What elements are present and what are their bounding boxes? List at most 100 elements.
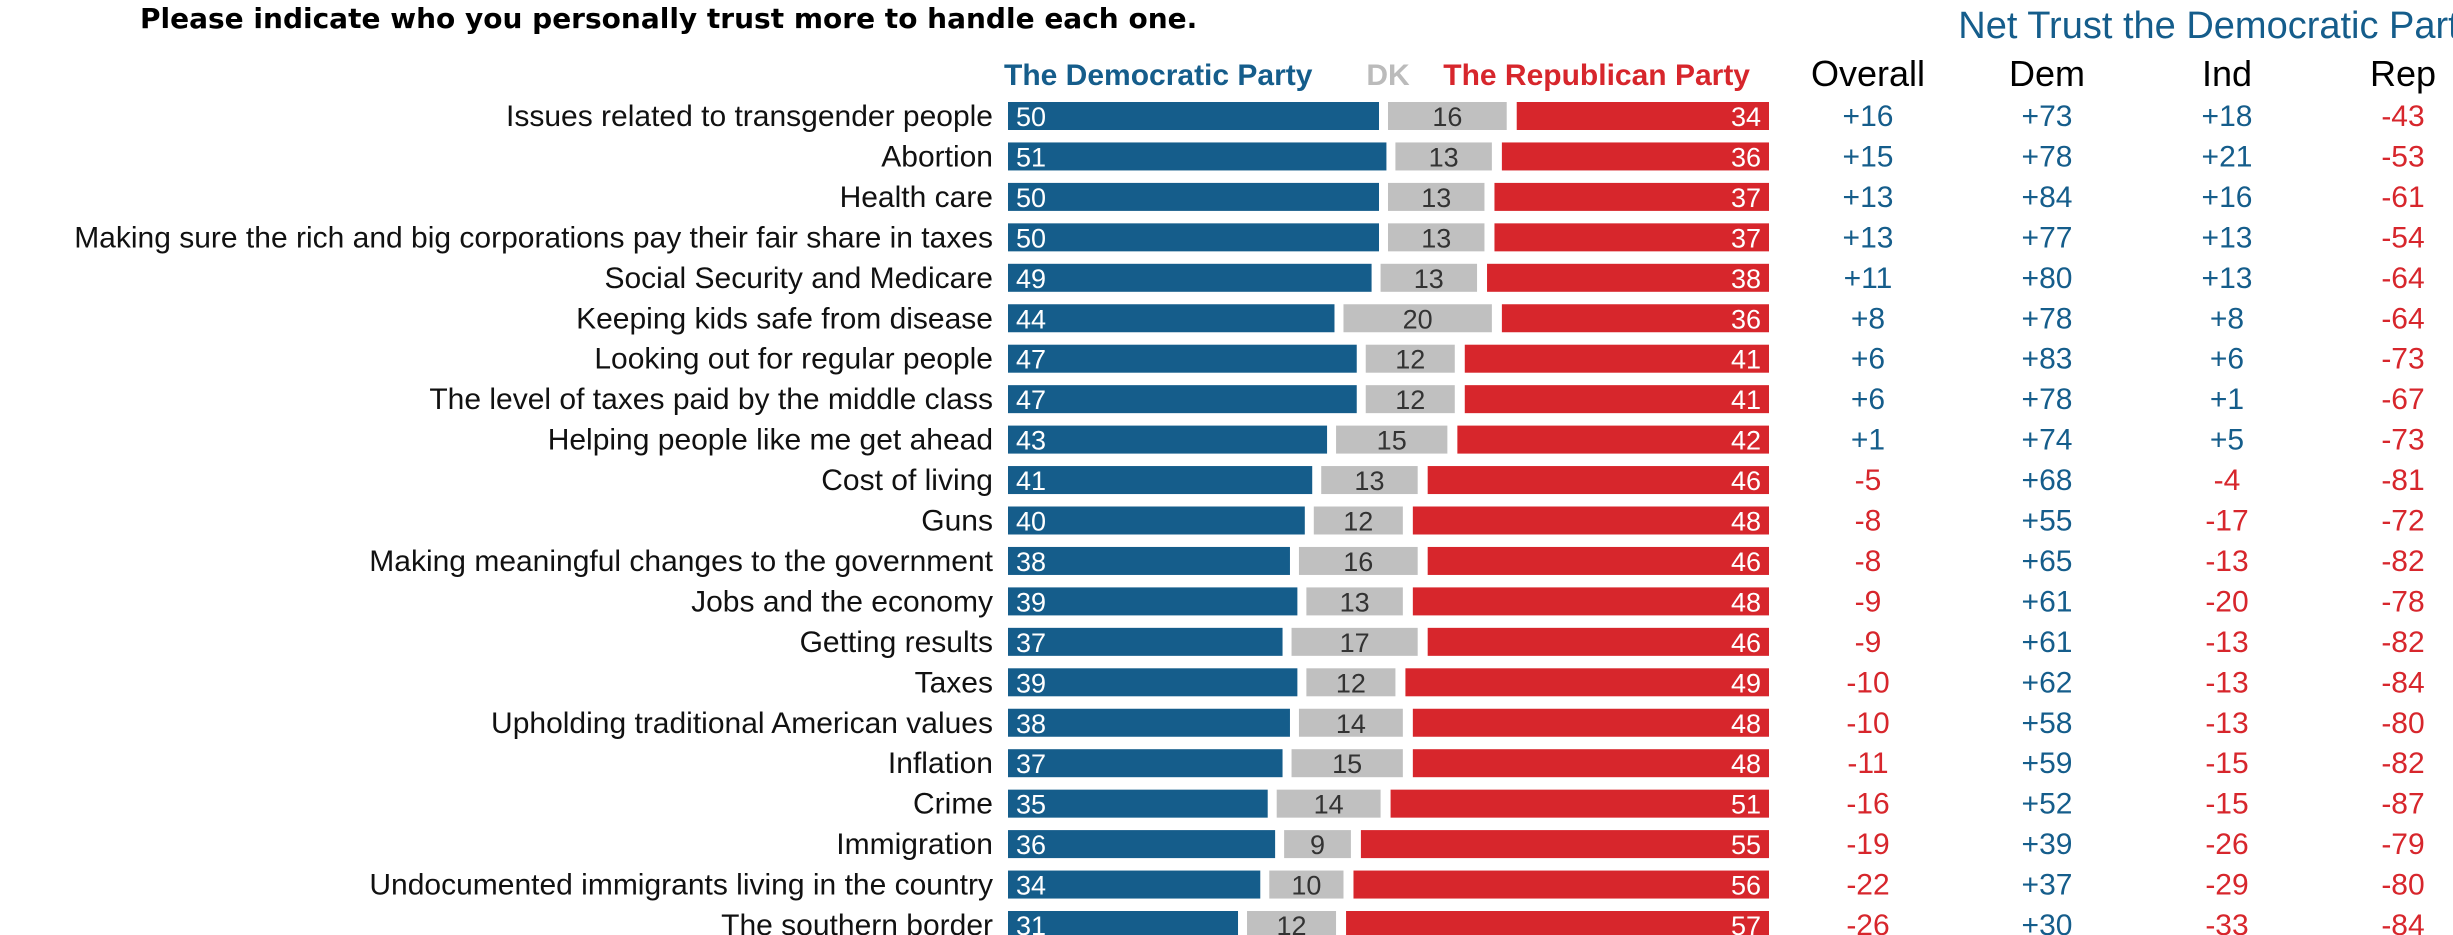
bar-dk xyxy=(1365,344,1455,373)
net-value-overall: +16 xyxy=(1843,100,1894,133)
bar-dk xyxy=(1388,102,1507,130)
net-value-ind: +13 xyxy=(2202,262,2253,295)
bar-label-republican: 41 xyxy=(1731,385,1761,415)
net-value-rep: -43 xyxy=(2381,100,2424,133)
net-value-rep: -61 xyxy=(2381,181,2424,214)
bar-dk xyxy=(1306,587,1403,616)
net-value-rep: -64 xyxy=(2381,302,2424,335)
net-value-dem: +78 xyxy=(2022,383,2073,416)
net-value-rep: -78 xyxy=(2381,585,2424,618)
net-value-rep: -53 xyxy=(2381,140,2424,173)
bar-label-democratic: 35 xyxy=(1016,790,1046,820)
net-value-rep: -73 xyxy=(2381,424,2424,457)
bar-label-democratic: 44 xyxy=(1016,304,1046,334)
bar-democratic xyxy=(1008,304,1335,333)
bar-label-dk: 12 xyxy=(1277,911,1307,935)
net-value-ind: +6 xyxy=(2210,343,2244,376)
net-value-dem: +61 xyxy=(2022,626,2073,659)
net-value-overall: +13 xyxy=(1843,181,1894,214)
bar-label-democratic: 49 xyxy=(1016,264,1046,294)
bar-democratic xyxy=(1008,425,1328,454)
bar-democratic xyxy=(1008,789,1268,818)
net-value-rep: -73 xyxy=(2381,343,2424,376)
net-value-rep: -80 xyxy=(2381,869,2424,902)
bar-democratic xyxy=(1008,102,1379,130)
bar-label-democratic: 43 xyxy=(1016,426,1046,456)
net-value-ind: -13 xyxy=(2205,707,2248,740)
bar-label-dk: 20 xyxy=(1403,304,1433,334)
bar-label-republican: 46 xyxy=(1731,547,1761,577)
bar-democratic xyxy=(1008,911,1239,935)
net-value-dem: +78 xyxy=(2022,140,2073,173)
bar-republican xyxy=(1405,668,1769,697)
chart-row: Social Security and Medicare 49 13 38 +11 +80… xyxy=(604,262,2424,295)
row-label: Inflation xyxy=(888,747,993,780)
chart-row: Jobs and the economy 39 13 48 -9 +61 -20 -78 xyxy=(691,585,2425,618)
chart-rows: Issues related to transgender people 50 16… xyxy=(74,100,2425,935)
bar-label-republican: 51 xyxy=(1731,790,1761,820)
bar-label-dk: 13 xyxy=(1354,466,1384,496)
bar-republican xyxy=(1516,102,1769,130)
bar-label-republican: 38 xyxy=(1731,264,1761,294)
bar-label-republican: 57 xyxy=(1731,911,1761,935)
legend-republican: The Republican Party xyxy=(1443,59,1750,92)
net-value-overall: +6 xyxy=(1851,343,1885,376)
bar-republican xyxy=(1457,425,1769,454)
bar-label-republican: 41 xyxy=(1731,345,1761,375)
bar-dk xyxy=(1395,142,1492,171)
bar-republican xyxy=(1427,546,1769,575)
bar-label-dk: 12 xyxy=(1343,507,1373,537)
net-value-dem: +84 xyxy=(2022,181,2073,214)
row-label: Jobs and the economy xyxy=(691,585,993,618)
bar-label-dk: 9 xyxy=(1310,830,1325,860)
net-value-overall: -9 xyxy=(1855,585,1882,618)
net-value-ind: -13 xyxy=(2205,545,2248,578)
net-value-ind: +18 xyxy=(2202,100,2253,133)
bar-republican xyxy=(1346,911,1769,935)
net-value-overall: -10 xyxy=(1846,666,1889,699)
bar-label-democratic: 50 xyxy=(1016,223,1046,253)
bar-democratic xyxy=(1008,708,1290,737)
bar-democratic xyxy=(1008,749,1283,778)
net-value-overall: -22 xyxy=(1846,869,1889,902)
net-value-ind: -13 xyxy=(2205,666,2248,699)
bar-label-dk: 15 xyxy=(1332,749,1362,779)
bar-label-dk: 12 xyxy=(1395,385,1425,415)
net-value-dem: +74 xyxy=(2022,424,2073,457)
question-text: Please indicate who you personally trust… xyxy=(140,2,1197,35)
col-header-rep: Rep xyxy=(2370,53,2436,94)
bar-dk xyxy=(1343,304,1492,333)
net-value-overall: +6 xyxy=(1851,383,1885,416)
bar-dk xyxy=(1313,506,1403,535)
net-value-dem: +83 xyxy=(2022,343,2073,376)
bar-label-democratic: 38 xyxy=(1016,547,1046,577)
net-value-dem: +77 xyxy=(2022,221,2073,254)
net-value-dem: +30 xyxy=(2022,909,2073,935)
bar-label-republican: 37 xyxy=(1731,183,1761,213)
bar-republican xyxy=(1427,627,1769,656)
net-value-ind: +16 xyxy=(2202,181,2253,214)
bar-label-democratic: 50 xyxy=(1016,183,1046,213)
bar-label-dk: 13 xyxy=(1414,264,1444,294)
bar-label-dk: 15 xyxy=(1377,426,1407,456)
col-header-overall: Overall xyxy=(1811,53,1925,94)
bar-label-republican: 34 xyxy=(1731,102,1761,132)
row-label: Undocumented immigrants living in the co… xyxy=(369,869,993,902)
chart-row: Taxes 39 12 49 -10 +62 -13 -84 xyxy=(915,666,2425,699)
bar-label-democratic: 36 xyxy=(1016,830,1046,860)
net-value-ind: -33 xyxy=(2205,909,2248,935)
chart-row: Cost of living 41 13 46 -5 +68 -4 -81 xyxy=(821,464,2424,497)
bar-label-democratic: 50 xyxy=(1016,102,1046,132)
bar-republican xyxy=(1412,506,1769,535)
net-value-rep: -54 xyxy=(2381,221,2424,254)
bar-label-dk: 12 xyxy=(1336,668,1366,698)
bar-label-democratic: 47 xyxy=(1016,345,1046,375)
net-value-ind: +5 xyxy=(2210,424,2244,457)
net-value-ind: -13 xyxy=(2205,626,2248,659)
row-label: Crime xyxy=(913,788,993,821)
chart-row: Making meaningful changes to the governm… xyxy=(369,545,2424,578)
net-value-rep: -79 xyxy=(2381,828,2424,861)
net-value-ind: +8 xyxy=(2210,302,2244,335)
net-value-overall: -8 xyxy=(1855,545,1882,578)
chart-row: Issues related to transgender people 50 16… xyxy=(506,100,2425,133)
